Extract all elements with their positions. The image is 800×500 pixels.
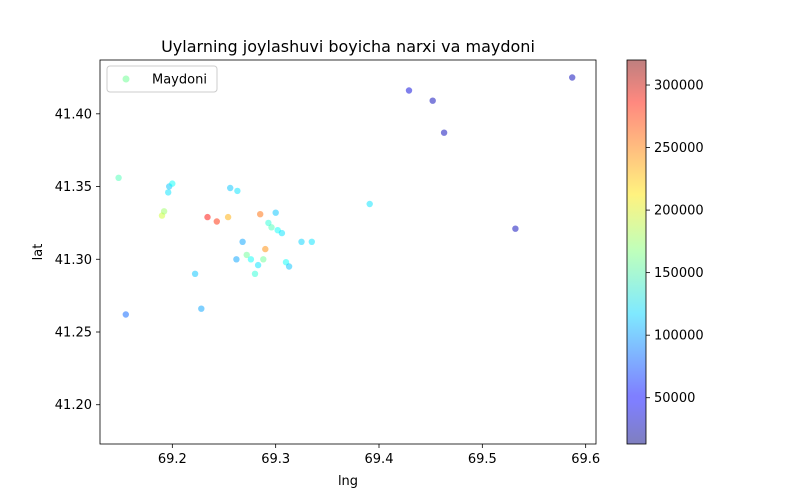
x-axis-label: lng <box>338 474 358 489</box>
y-tick-label: 41.20 <box>55 398 92 413</box>
y-axis-ticks: 41.20 41.25 41.30 41.35 41.40 <box>55 107 100 413</box>
data-point <box>429 97 436 104</box>
data-point <box>308 238 315 245</box>
y-axis-label: lat <box>31 244 46 261</box>
x-tick-label: 69.4 <box>365 452 394 467</box>
x-tick-label: 69.2 <box>158 452 187 467</box>
legend-box <box>106 65 218 93</box>
data-point <box>272 209 279 216</box>
data-point <box>254 261 262 269</box>
colorbar-tick-label: 150000 <box>654 266 704 281</box>
colorbar-tick-label: 250000 <box>654 141 704 156</box>
x-tick-label: 69.3 <box>261 452 290 467</box>
data-point <box>569 74 576 81</box>
x-tick-label: 69.6 <box>571 452 600 467</box>
data-point <box>165 189 172 196</box>
data-point <box>169 180 176 187</box>
legend-marker <box>122 75 130 83</box>
legend: Maydoni <box>106 65 218 93</box>
data-point <box>366 200 373 208</box>
colorbar-tick-label: 50000 <box>654 391 695 406</box>
data-point <box>278 229 286 237</box>
data-point <box>204 213 211 221</box>
data-point <box>262 245 269 253</box>
colorbar: 50000 100000 150000 200000 250000 300000 <box>626 59 704 445</box>
plot-points <box>115 74 576 318</box>
colorbar-tick-label: 100000 <box>654 329 704 344</box>
x-tick-label: 69.5 <box>468 452 497 467</box>
data-point <box>198 305 205 312</box>
y-tick-label: 41.40 <box>55 107 92 122</box>
data-point <box>160 208 168 215</box>
data-point <box>440 129 448 136</box>
data-point <box>227 184 234 192</box>
colorbar-frame <box>626 59 647 445</box>
data-point <box>512 225 519 232</box>
data-point <box>257 211 264 218</box>
data-point <box>234 187 241 195</box>
data-point <box>122 311 129 318</box>
legend-label: Maydoni <box>152 73 207 88</box>
colorbar-tick-label: 200000 <box>654 204 704 219</box>
data-point <box>213 218 220 225</box>
y-tick-label: 41.35 <box>55 180 92 195</box>
data-point <box>247 256 255 263</box>
data-point <box>260 256 267 263</box>
x-axis-ticks: 69.2 69.3 69.4 69.5 69.6 <box>158 444 600 467</box>
data-point <box>285 263 293 270</box>
data-point <box>405 87 413 94</box>
data-point <box>224 213 232 221</box>
chart-title: Uylarning joylashuvi boyicha narxi va ma… <box>161 37 535 56</box>
y-tick-label: 41.30 <box>55 253 92 268</box>
data-point <box>298 238 305 245</box>
plot-frame <box>99 59 597 445</box>
colorbar-tick-label: 300000 <box>654 79 704 94</box>
colorbar-gradient <box>627 60 646 444</box>
data-point <box>191 270 199 277</box>
data-point <box>251 270 259 277</box>
data-point <box>268 224 275 231</box>
y-tick-label: 41.25 <box>55 326 92 341</box>
data-point <box>239 238 246 245</box>
data-point <box>243 251 250 259</box>
colorbar-ticks: 50000 100000 150000 200000 250000 300000 <box>646 79 704 406</box>
data-point <box>233 256 240 263</box>
data-point <box>115 174 122 181</box>
